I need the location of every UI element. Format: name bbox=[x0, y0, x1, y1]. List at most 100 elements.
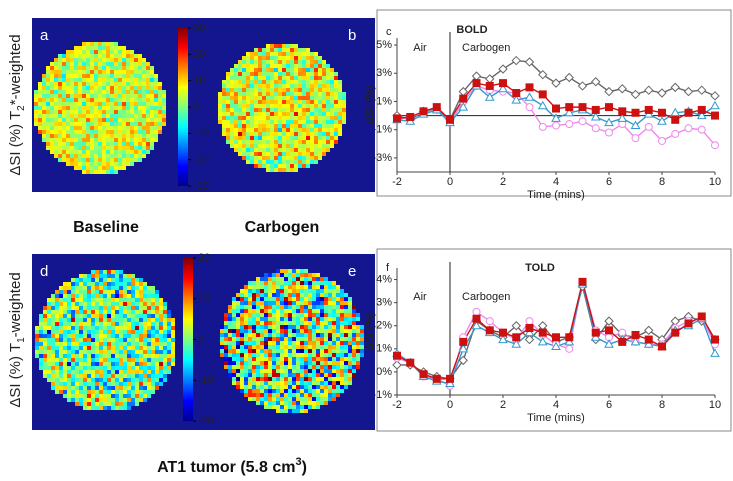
map-pixel bbox=[254, 100, 258, 104]
map-pixel bbox=[336, 285, 340, 289]
map-pixel bbox=[266, 104, 270, 108]
map-pixel bbox=[143, 362, 147, 366]
map-pixel bbox=[63, 314, 67, 318]
map-pixel bbox=[130, 158, 134, 162]
panel-letter: a bbox=[40, 27, 49, 44]
map-pixel bbox=[162, 98, 166, 102]
map-pixel bbox=[268, 357, 272, 361]
map-pixel bbox=[344, 381, 348, 385]
map-pixel bbox=[258, 100, 262, 104]
map-pixel bbox=[151, 382, 155, 386]
map-pixel bbox=[90, 78, 94, 82]
map-pixel bbox=[75, 330, 79, 334]
map-pixel bbox=[70, 98, 74, 102]
map-pixel bbox=[280, 349, 284, 353]
point bbox=[406, 112, 415, 121]
map-pixel bbox=[260, 277, 264, 281]
map-pixel bbox=[294, 84, 298, 88]
map-pixel bbox=[86, 154, 90, 158]
map-pixel bbox=[94, 134, 98, 138]
map-pixel bbox=[126, 154, 130, 158]
map-pixel bbox=[240, 345, 244, 349]
map-pixel bbox=[87, 390, 91, 394]
map-pixel bbox=[94, 90, 98, 94]
map-pixel bbox=[138, 82, 142, 86]
map-pixel bbox=[87, 350, 91, 354]
map-pixel bbox=[130, 78, 134, 82]
map-pixel bbox=[326, 136, 330, 140]
map-pixel bbox=[286, 48, 290, 52]
map-pixel bbox=[134, 70, 138, 74]
map-pixel bbox=[39, 318, 43, 322]
map-pixel bbox=[324, 401, 328, 405]
map-pixel bbox=[79, 334, 83, 338]
map-pixel bbox=[226, 76, 230, 80]
map-pixel bbox=[312, 309, 316, 313]
map-pixel bbox=[228, 361, 232, 365]
map-pixel bbox=[135, 338, 139, 342]
map-pixel bbox=[280, 285, 284, 289]
map-pixel bbox=[324, 289, 328, 293]
map-pixel bbox=[134, 158, 138, 162]
map-pixel bbox=[260, 377, 264, 381]
map-pixel bbox=[82, 150, 86, 154]
map-pixel bbox=[47, 310, 51, 314]
map-pixel bbox=[67, 314, 71, 318]
point bbox=[577, 81, 588, 91]
map-pixel bbox=[262, 88, 266, 92]
map-pixel bbox=[298, 80, 302, 84]
map-pixel bbox=[142, 66, 146, 70]
map-pixel bbox=[240, 373, 244, 377]
map-pixel bbox=[142, 58, 146, 62]
map-pixel bbox=[54, 118, 58, 122]
map-pixel bbox=[272, 337, 276, 341]
map-pixel bbox=[102, 142, 106, 146]
map-pixel bbox=[258, 56, 262, 60]
point bbox=[631, 108, 640, 117]
map-pixel bbox=[268, 289, 272, 293]
map-pixel bbox=[288, 285, 292, 289]
map-pixel bbox=[248, 365, 252, 369]
map-pixel bbox=[238, 108, 242, 112]
map-pixel bbox=[155, 314, 159, 318]
point bbox=[445, 378, 455, 387]
map-pixel bbox=[106, 82, 110, 86]
map-pixel bbox=[336, 325, 340, 329]
map-pixel bbox=[70, 154, 74, 158]
map-pixel bbox=[54, 110, 58, 114]
map-pixel bbox=[272, 373, 276, 377]
map-pixel bbox=[318, 120, 322, 124]
map-pixel bbox=[138, 138, 142, 142]
map-pixel bbox=[122, 66, 126, 70]
map-pixel bbox=[292, 277, 296, 281]
map-pixel bbox=[254, 52, 258, 56]
map-pixel bbox=[70, 126, 74, 130]
map-pixel bbox=[54, 98, 58, 102]
map-pixel bbox=[126, 138, 130, 142]
map-pixel bbox=[236, 381, 240, 385]
map-pixel bbox=[167, 346, 171, 350]
map-pixel bbox=[94, 158, 98, 162]
map-pixel bbox=[356, 349, 360, 353]
map-pixel bbox=[254, 164, 258, 168]
map-pixel bbox=[340, 377, 344, 381]
map-pixel bbox=[150, 122, 154, 126]
map-pixel bbox=[111, 374, 115, 378]
map-pixel bbox=[236, 293, 240, 297]
map-pixel bbox=[280, 377, 284, 381]
map-pixel bbox=[278, 112, 282, 116]
map-pixel bbox=[67, 334, 71, 338]
map-pixel bbox=[218, 112, 222, 116]
map-pixel bbox=[134, 86, 138, 90]
map-pixel bbox=[252, 329, 256, 333]
map-pixel bbox=[278, 96, 282, 100]
map-pixel bbox=[272, 405, 276, 409]
map-pixel bbox=[276, 389, 280, 393]
map-pixel bbox=[118, 50, 122, 54]
map-pixel bbox=[318, 68, 322, 72]
map-pixel bbox=[102, 150, 106, 154]
map-pixel bbox=[151, 338, 155, 342]
map-pixel bbox=[254, 56, 258, 60]
map-pixel bbox=[340, 337, 344, 341]
map-pixel bbox=[308, 309, 312, 313]
